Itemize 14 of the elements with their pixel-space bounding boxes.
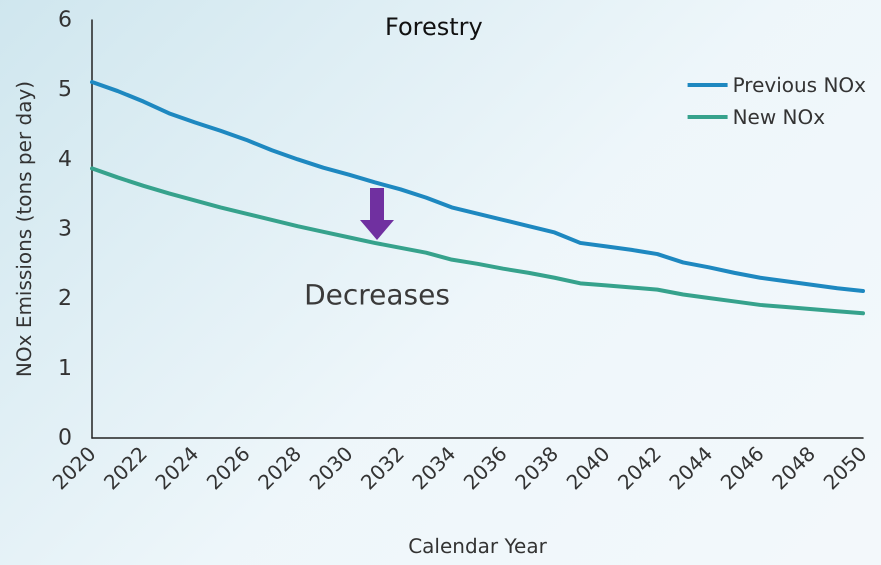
y-axis-title: NOx Emissions (tons per day)	[12, 80, 36, 378]
y-tick-label: 1	[58, 356, 72, 381]
y-tick-label: 3	[58, 216, 72, 242]
y-tick-label: 2	[58, 286, 72, 312]
chart-title: Forestry	[385, 13, 483, 41]
annotation: Decreases	[304, 278, 450, 312]
x-axis-title: Calendar Year	[408, 534, 548, 558]
y-tick-label: 6	[58, 8, 72, 32]
y-tick-label: 0	[58, 426, 72, 450]
legend-label: Previous NOx	[732, 73, 866, 97]
y-tick-label: 4	[58, 146, 72, 172]
y-tick-label: 5	[58, 77, 72, 102]
line-series	[90, 166, 865, 316]
legend-label: New NOx	[732, 105, 826, 129]
